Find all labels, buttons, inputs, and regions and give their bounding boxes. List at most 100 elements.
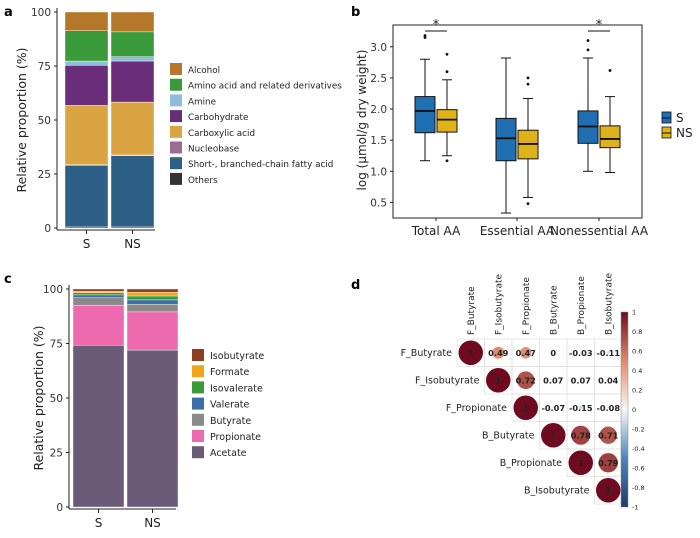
- y-tick-label: 100: [43, 284, 63, 296]
- bar-segment-valerate-ns: [126, 299, 179, 305]
- bar-segment-propionate-s: [72, 305, 125, 346]
- correlation-circle: [607, 406, 610, 409]
- row-label-b_propionate: B_Propionate: [500, 458, 562, 469]
- legend-label-alcohol: Alcohol: [188, 66, 220, 76]
- correlation-value: -0.07: [541, 403, 565, 413]
- y-axis-label: Relative proportion (%): [31, 325, 46, 470]
- bar-segment-carboxylic-acid-s: [64, 105, 109, 165]
- x-tick-label: Nonessential AA: [550, 224, 649, 238]
- legend-label-nucleobase: Nucleobase: [188, 145, 239, 155]
- correlation-value: 0.47: [516, 348, 537, 358]
- y-tick-label: 100: [31, 7, 51, 19]
- colorbar-tick-label: 0.2: [632, 387, 642, 395]
- legend-label-formate: Formate: [210, 367, 249, 378]
- y-tick-label: 1.5: [370, 135, 387, 147]
- correlation-value: 1: [468, 348, 474, 358]
- legend-swatch-valerate: [192, 397, 204, 410]
- correlation-circle: [606, 351, 610, 355]
- bar-segment-isobutyrate-ns: [126, 288, 179, 293]
- outlier-point-essential-aa-ns: [526, 202, 530, 206]
- bar-segment-valerate-s: [72, 294, 125, 298]
- correlation-value: 0.04: [598, 375, 619, 385]
- correlation-value: -0.11: [596, 348, 620, 358]
- colorbar-tick-label: -1: [632, 504, 638, 512]
- correlation-circle: [579, 379, 582, 382]
- correlation-value: 0: [550, 348, 556, 358]
- column-label-b_butyrate: B_Butyrate: [549, 285, 559, 335]
- box-total-aa-s: [414, 96, 436, 134]
- correlation-circle: [599, 426, 617, 444]
- legend-swatch-propionate: [192, 430, 204, 442]
- panel-a-stacked-bar-chart: Relative proportion (%) 0 25 50 75 100 S NS Alco…: [14, 7, 342, 251]
- correlation-circle: [516, 371, 535, 390]
- y-tick-label: 0: [44, 223, 51, 235]
- box-total-aa-ns: [436, 109, 458, 133]
- bar-segment-propionate-ns: [126, 311, 179, 351]
- panel-label-d: d: [351, 278, 360, 293]
- outlier-point-total-aa-ns: [445, 70, 449, 74]
- colorbar-tick-label: -0.6: [632, 465, 645, 473]
- correlation-value: 1: [495, 375, 501, 385]
- y-tick-label: 1.0: [370, 166, 387, 178]
- legend-label-acetate: Acetate: [210, 448, 247, 459]
- correlation-value: 0.07: [571, 375, 592, 385]
- bar-segment-acetate-s: [72, 345, 125, 508]
- legend-label-carboxylic-acid: Carboxylic acid: [188, 129, 255, 139]
- legend-swatch-carbohydrate: [170, 110, 182, 123]
- row-label-f_isobutyrate: F_Isobutyrate: [415, 375, 480, 386]
- y-tick-label: 25: [50, 448, 63, 460]
- legend-label-s: S: [676, 111, 684, 125]
- correlation-value: 0.79: [598, 458, 619, 468]
- significance-marker: *: [596, 18, 603, 33]
- y-tick-label: 3.0: [370, 42, 387, 54]
- colorbar-tick-label: 0.4: [632, 367, 642, 375]
- bar-segment-carbohydrate-s: [64, 65, 109, 106]
- correlation-value: -0.08: [596, 403, 620, 413]
- x-tick-label: Total AA: [411, 224, 461, 238]
- legend-swatch-formate: [192, 365, 204, 378]
- x-tick-label: Essential AA: [480, 224, 555, 238]
- legend-label-amine: Amine: [188, 97, 216, 107]
- y-tick-label: 75: [38, 61, 51, 73]
- panel-label-c: c: [4, 272, 12, 287]
- correlation-value: 1: [550, 430, 556, 440]
- legend-swatch-isovalerate: [192, 381, 204, 394]
- legend-swatch-short-branched-chain-fatty-acid: [170, 157, 182, 170]
- legend-swatch-carboxylic-acid: [170, 125, 182, 138]
- legend-swatch-alcohol: [170, 63, 182, 75]
- y-tick-label: 0: [56, 502, 63, 514]
- y-tick-label: 2.5: [370, 73, 387, 85]
- column-label-b_isobutyrate: B_Isobutyrate: [604, 272, 614, 335]
- legend-label-amino-acid-and-related-derivatives: Amino acid and related derivatives: [188, 82, 342, 92]
- correlation-circle: [513, 395, 538, 420]
- outlier-point-essential-aa-ns: [526, 76, 530, 80]
- y-tick-label: 75: [50, 339, 63, 351]
- correlation-circle: [571, 425, 591, 445]
- correlation-circle: [580, 352, 582, 354]
- correlation-value: 0.71: [598, 430, 619, 440]
- legend-label-short-branched-chain-fatty-acid: Short-, branched-chain fatty acid: [188, 160, 333, 170]
- legend-swatch-acetate: [192, 446, 204, 459]
- row-label-f_butyrate: F_Butyrate: [401, 348, 453, 359]
- bar-segment-acetate-ns: [126, 349, 179, 508]
- legend-swatch-isobutyrate: [192, 349, 204, 361]
- y-tick-label: 25: [38, 169, 51, 181]
- box-nonessential-aa-ns: [599, 125, 621, 149]
- row-label-f_propionate: F_Propionate: [446, 403, 507, 414]
- outlier-point-total-aa-s: [423, 34, 427, 37]
- bar-segment-isobutyrate-s: [72, 288, 125, 292]
- bar-segment-isovalerate-ns: [126, 295, 179, 301]
- colorbar-tick-label: -0.2: [632, 426, 645, 434]
- legend-label-valerate: Valerate: [210, 400, 250, 411]
- bar-segment-isovalerate-s: [72, 292, 125, 296]
- x-tick-label: S: [83, 237, 91, 251]
- legend-label-others: Others: [188, 176, 218, 186]
- x-tick-label: NS: [144, 516, 161, 530]
- correlation-value: 1: [578, 458, 584, 468]
- legend-label-propionate: Propionate: [210, 432, 261, 443]
- correlation-circle: [596, 478, 621, 503]
- legend-swatch-nucleobase: [170, 141, 182, 154]
- correlation-circle: [578, 405, 583, 410]
- bar-segment-butyrate-ns: [126, 304, 179, 313]
